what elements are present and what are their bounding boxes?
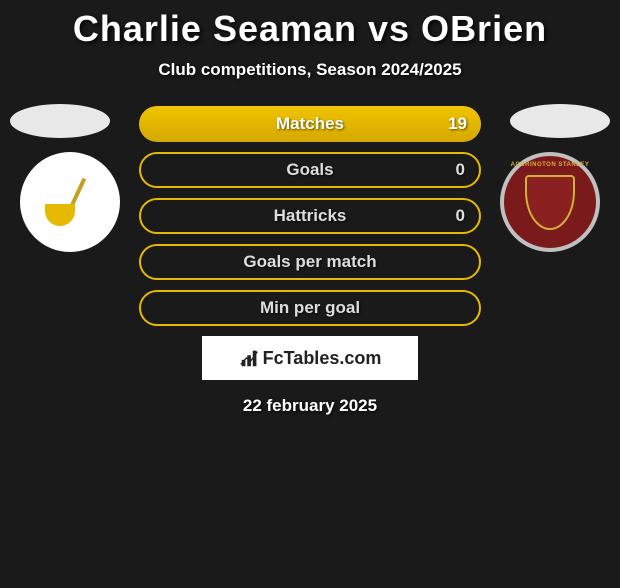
club-badge-right: ACCRINGTON STANLEY — [500, 152, 600, 252]
club-badge-left — [20, 152, 120, 252]
stat-pill-goals: Goals 0 — [139, 152, 481, 188]
page-subtitle: Club competitions, Season 2024/2025 — [0, 60, 620, 80]
player-silhouette-right — [510, 104, 610, 138]
stat-label: Goals — [286, 160, 333, 180]
stat-value-right: 0 — [456, 160, 465, 180]
accrington-badge-icon: ACCRINGTON STANLEY — [500, 152, 600, 252]
attribution-text: FcTables.com — [263, 348, 382, 369]
stat-value-right: 19 — [448, 114, 467, 134]
stat-label: Goals per match — [243, 252, 376, 272]
stat-pill-goals-per-match: Goals per match — [139, 244, 481, 280]
stat-label: Matches — [276, 114, 344, 134]
bar-chart-icon — [239, 347, 261, 369]
doncaster-badge-icon — [30, 162, 110, 242]
page-title: Charlie Seaman vs OBrien — [0, 8, 620, 50]
stat-pill-min-per-goal: Min per goal — [139, 290, 481, 326]
comparison-date: 22 february 2025 — [0, 396, 620, 416]
stat-pill-hattricks: Hattricks 0 — [139, 198, 481, 234]
stat-value-right: 0 — [456, 206, 465, 226]
stat-pills: Matches 19 Goals 0 Hattricks 0 Goals per… — [139, 104, 481, 326]
comparison-area: ACCRINGTON STANLEY Matches 19 Goals 0 Ha… — [0, 104, 620, 416]
badge-ring-text: ACCRINGTON STANLEY — [504, 162, 596, 168]
stat-label: Hattricks — [274, 206, 347, 226]
stat-pill-matches: Matches 19 — [139, 106, 481, 142]
stat-label: Min per goal — [260, 298, 360, 318]
attribution-box: FcTables.com — [202, 336, 418, 380]
player-silhouette-left — [10, 104, 110, 138]
